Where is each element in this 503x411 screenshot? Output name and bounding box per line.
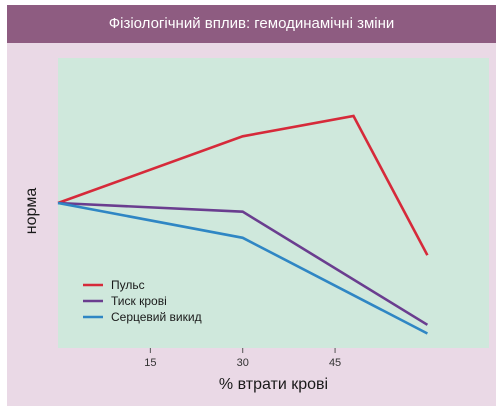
x-tick-label: 30	[237, 357, 249, 369]
chart-figure: 15 30 45 % втрати крові норма Пульс Тиск кр…	[7, 5, 496, 406]
legend-label-2: Тиск крові	[111, 294, 167, 308]
legend-label-3: Серцевий викид	[111, 310, 202, 324]
legend: Пульс Тиск крові Серцевий викид	[83, 278, 202, 324]
x-axis-label: % втрати крові	[219, 376, 328, 393]
chart-title: Фізіологічний вплив: гемодинамічні зміни	[7, 5, 496, 43]
chart-marks	[57, 114, 429, 335]
series-line-1	[57, 114, 429, 256]
x-ticks: 15 30 45	[144, 348, 341, 369]
legend-label-1: Пульс	[111, 278, 145, 292]
series-line-3	[57, 201, 428, 335]
chart-svg: 15 30 45 % втрати крові норма Пульс Тиск кр…	[23, 58, 489, 393]
plot-area	[58, 58, 489, 348]
series-line-2	[57, 201, 429, 326]
y-axis-label: норма	[23, 188, 40, 235]
x-tick-label: 45	[329, 357, 341, 369]
x-tick-label: 15	[144, 357, 156, 369]
